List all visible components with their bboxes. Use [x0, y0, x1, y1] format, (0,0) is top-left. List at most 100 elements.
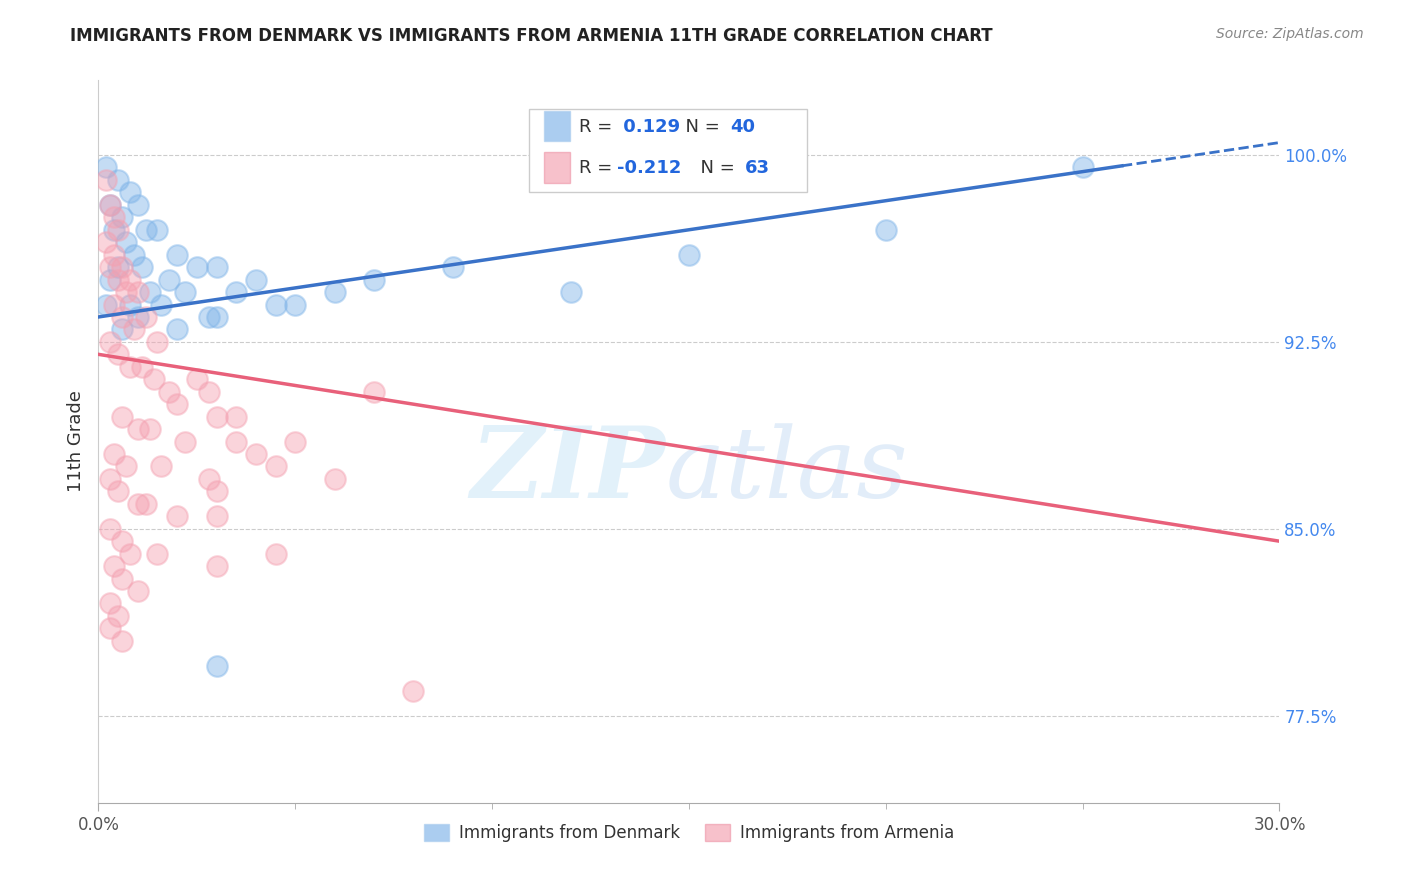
Point [98, 522, 121, 536]
Point [264, 459, 287, 474]
Point [107, 484, 129, 499]
FancyBboxPatch shape [544, 153, 569, 183]
Point [363, 272, 385, 286]
Point [142, 372, 165, 386]
Point [111, 310, 134, 324]
Point [225, 285, 247, 299]
Point [284, 434, 307, 449]
Point [197, 310, 219, 324]
Point [111, 633, 134, 648]
Point [96, 297, 118, 311]
Y-axis label: 11th Grade: 11th Grade [66, 391, 84, 492]
Point [127, 198, 149, 212]
Point [103, 559, 125, 574]
Point [98, 621, 121, 635]
Point [103, 211, 125, 225]
Point [135, 223, 157, 237]
Point [166, 509, 188, 524]
Point [402, 683, 425, 698]
Point [1071, 161, 1094, 175]
Text: IMMIGRANTS FROM DENMARK VS IMMIGRANTS FROM ARMENIA 11TH GRADE CORRELATION CHART: IMMIGRANTS FROM DENMARK VS IMMIGRANTS FR… [70, 27, 993, 45]
Point [111, 572, 134, 586]
Point [323, 285, 346, 299]
Point [197, 384, 219, 399]
Point [127, 422, 149, 436]
Point [98, 272, 121, 286]
Point [150, 297, 173, 311]
Point [138, 422, 160, 436]
Point [103, 297, 125, 311]
Text: Source: ZipAtlas.com: Source: ZipAtlas.com [1216, 27, 1364, 41]
Point [127, 584, 149, 599]
Point [560, 285, 582, 299]
Point [118, 359, 141, 374]
Point [111, 534, 134, 549]
Point [205, 260, 228, 274]
Text: 40: 40 [730, 118, 755, 136]
Point [107, 609, 129, 624]
Text: atlas: atlas [665, 423, 908, 518]
Point [127, 497, 149, 511]
Point [96, 235, 118, 250]
Point [875, 223, 897, 237]
Text: 0.129: 0.129 [617, 118, 681, 136]
FancyBboxPatch shape [544, 111, 569, 141]
Point [197, 472, 219, 486]
Point [678, 248, 700, 262]
Point [118, 547, 141, 561]
Point [111, 260, 134, 274]
Point [118, 297, 141, 311]
Point [245, 272, 267, 286]
Point [146, 334, 169, 349]
Point [174, 285, 197, 299]
FancyBboxPatch shape [530, 109, 807, 193]
Text: ZIP: ZIP [471, 422, 665, 518]
Text: R =: R = [579, 118, 619, 136]
Point [166, 322, 188, 336]
Point [98, 472, 121, 486]
Point [122, 322, 145, 336]
Point [205, 409, 228, 424]
Point [103, 248, 125, 262]
Point [225, 434, 247, 449]
Point [115, 285, 138, 299]
Point [122, 248, 145, 262]
Point [135, 497, 157, 511]
Point [98, 334, 121, 349]
Text: -0.212: -0.212 [617, 159, 682, 178]
Point [225, 409, 247, 424]
Point [205, 559, 228, 574]
Point [118, 186, 141, 200]
Point [107, 173, 129, 187]
Point [166, 397, 188, 411]
Point [107, 272, 129, 286]
Point [98, 198, 121, 212]
Point [150, 459, 173, 474]
Point [264, 297, 287, 311]
Point [264, 547, 287, 561]
Point [107, 260, 129, 274]
Point [363, 384, 385, 399]
Text: 63: 63 [744, 159, 769, 178]
Point [157, 272, 180, 286]
Point [131, 260, 153, 274]
Point [186, 372, 208, 386]
Point [441, 260, 464, 274]
Point [115, 459, 138, 474]
Point [111, 322, 134, 336]
Point [135, 310, 157, 324]
Point [118, 272, 141, 286]
Point [127, 285, 149, 299]
Point [166, 248, 188, 262]
Point [205, 658, 228, 673]
Point [127, 310, 149, 324]
Text: N =: N = [673, 118, 725, 136]
Point [107, 347, 129, 361]
Point [205, 484, 228, 499]
Text: N =: N = [689, 159, 741, 178]
Point [111, 409, 134, 424]
Point [131, 359, 153, 374]
Point [103, 223, 125, 237]
Point [111, 211, 134, 225]
Point [174, 434, 197, 449]
